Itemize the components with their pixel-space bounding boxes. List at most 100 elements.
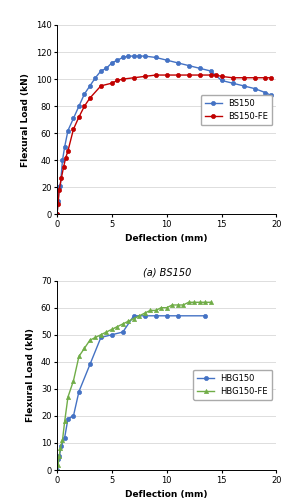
BS150-FE (253, 75, 256, 81)
HBG150-FE (88, 337, 92, 343)
BS150-FE (110, 80, 113, 86)
BS150-FE (176, 72, 180, 78)
HBG150-FE (105, 329, 108, 335)
HBG150 (165, 313, 168, 319)
HBG150-FE (116, 324, 119, 330)
BS150 (66, 128, 70, 134)
HBG150 (132, 313, 136, 319)
BS150 (165, 57, 168, 63)
BS150-FE (121, 76, 125, 82)
BS150-FE (269, 75, 273, 81)
Line: BS150: BS150 (55, 54, 273, 216)
BS150-FE (83, 103, 86, 109)
HBG150-FE (83, 346, 86, 352)
HBG150 (88, 362, 92, 368)
HBG150-FE (94, 334, 97, 340)
BS150 (55, 212, 59, 218)
HBG150 (72, 413, 75, 419)
BS150 (176, 60, 180, 66)
HBG150-FE (187, 300, 190, 306)
HBG150 (63, 434, 66, 440)
HBG150 (121, 329, 125, 335)
HBG150-FE (63, 418, 66, 424)
HBG150 (60, 442, 63, 448)
Y-axis label: Flexural Load (kN): Flexural Load (kN) (26, 328, 35, 422)
HBG150-FE (203, 300, 207, 306)
BS150 (56, 198, 60, 204)
BS150 (264, 90, 267, 96)
HBG150 (77, 388, 81, 394)
X-axis label: Deflection (mm): Deflection (mm) (125, 234, 208, 244)
BS150-FE (60, 175, 63, 181)
HBG150 (56, 456, 60, 462)
BS150 (132, 53, 136, 59)
BS150 (72, 116, 75, 121)
BS150 (154, 54, 157, 60)
BS150-FE (72, 126, 75, 132)
HBG150-FE (99, 332, 103, 338)
BS150 (94, 75, 97, 81)
BS150-FE (58, 187, 61, 193)
HBG150-FE (59, 446, 62, 452)
BS150-FE (88, 95, 92, 101)
BS150-FE (56, 200, 60, 206)
HBG150 (99, 334, 103, 340)
HBG150-FE (170, 302, 174, 308)
BS150 (220, 78, 223, 84)
HBG150-FE (55, 467, 59, 473)
BS150 (127, 53, 130, 59)
Y-axis label: Flexural Load (kN): Flexural Load (kN) (21, 72, 30, 166)
BS150-FE (264, 75, 267, 81)
HBG150 (55, 467, 59, 473)
X-axis label: Deflection (mm): Deflection (mm) (125, 490, 208, 499)
HBG150-FE (148, 308, 152, 314)
BS150 (121, 54, 125, 60)
BS150 (83, 91, 86, 97)
BS150 (269, 92, 273, 98)
BS150-FE (64, 154, 68, 160)
BS150-FE (187, 72, 190, 78)
HBG150-FE (160, 304, 163, 310)
HBG150-FE (121, 321, 125, 327)
BS150 (242, 83, 245, 89)
HBG150-FE (61, 437, 64, 443)
Legend: BS150, BS150-FE: BS150, BS150-FE (201, 95, 272, 126)
BS150 (231, 80, 234, 86)
BS150-FE (77, 114, 81, 120)
BS150-FE (209, 72, 212, 78)
HBG150-FE (127, 318, 130, 324)
BS150 (99, 68, 103, 74)
BS150-FE (132, 75, 136, 81)
BS150 (63, 144, 66, 150)
HBG150 (66, 416, 70, 422)
HBG150-FE (209, 300, 212, 306)
HBG150-FE (56, 462, 60, 468)
HBG150-FE (110, 326, 113, 332)
BS150 (187, 62, 190, 68)
HBG150 (203, 313, 207, 319)
HBG150-FE (143, 310, 146, 316)
HBG150-FE (66, 394, 70, 400)
BS150-FE (62, 164, 65, 170)
BS150 (209, 68, 212, 74)
HBG150-FE (165, 304, 168, 310)
HBG150-FE (182, 302, 185, 308)
BS150 (58, 184, 61, 190)
Line: HBG150: HBG150 (55, 314, 207, 472)
BS150 (105, 66, 108, 71)
Text: (a) BS150: (a) BS150 (142, 268, 191, 278)
BS150-FE (66, 148, 70, 154)
HBG150-FE (176, 302, 180, 308)
HBG150 (143, 313, 146, 319)
BS150-FE (242, 75, 245, 81)
HBG150-FE (72, 378, 75, 384)
BS150-FE (116, 78, 119, 84)
BS150-FE (198, 72, 201, 78)
HBG150-FE (132, 316, 136, 322)
BS150 (138, 53, 141, 59)
BS150 (88, 83, 92, 89)
BS150-FE (220, 74, 223, 80)
HBG150 (110, 332, 113, 338)
BS150-FE (99, 83, 103, 89)
Legend: HBG150, HBG150-FE: HBG150, HBG150-FE (193, 370, 272, 400)
